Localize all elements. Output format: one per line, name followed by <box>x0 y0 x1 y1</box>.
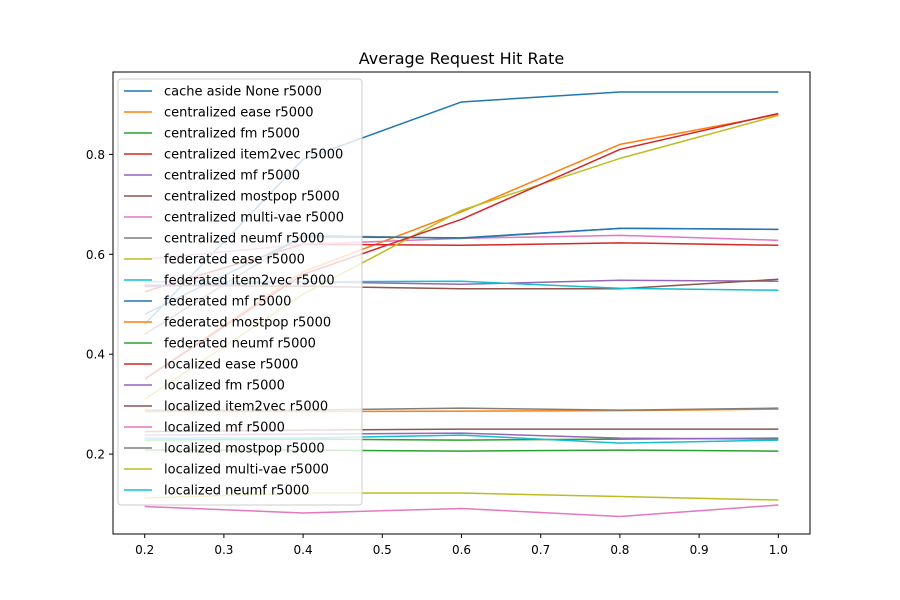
legend-label-6: centralized mostpop r5000 <box>164 190 340 205</box>
x-tick-label: 0.5 <box>373 543 392 557</box>
legend-label-14: localized ease r5000 <box>164 358 298 373</box>
legend-label-1: cache aside None r5000 <box>164 85 322 100</box>
legend-box <box>117 78 363 506</box>
legend-label-15: localized fm r5000 <box>164 379 285 394</box>
legend-label-12: federated mostpop r5000 <box>164 316 331 331</box>
legend-label-17: localized mf r5000 <box>164 421 285 436</box>
legend-label-20: localized neumf r5000 <box>164 484 309 499</box>
legend: cache aside None r5000 centralized ease r… <box>117 78 363 506</box>
legend-label-18: localized mostpop r5000 <box>164 442 325 457</box>
y-tick-label: 0.2 <box>86 448 105 462</box>
legend-label-7: centralized multi-vae r5000 <box>164 211 344 226</box>
legend-label-13: federated neumf r5000 <box>164 337 316 352</box>
legend-label-2: centralized ease r5000 <box>164 106 314 121</box>
legend-label-9: federated ease r5000 <box>164 253 305 268</box>
y-tick-label: 0.6 <box>86 248 105 262</box>
legend-label-11: federated mf r5000 <box>164 295 291 310</box>
series-line-17 <box>144 504 779 518</box>
x-tick-label: 0.4 <box>294 543 313 557</box>
x-tick-label: 1.0 <box>769 543 788 557</box>
legend-label-3: centralized fm r5000 <box>164 127 300 142</box>
legend-label-19: localized multi-vae r5000 <box>164 463 329 478</box>
legend-label-16: localized item2vec r5000 <box>164 400 328 415</box>
legend-label-10: federated item2vec r5000 <box>164 274 335 289</box>
plot-frame <box>112 71 811 535</box>
chart-title: Average Request Hit Rate <box>359 49 564 68</box>
legend-label-4: centralized item2vec r5000 <box>164 148 343 163</box>
x-tick-label: 0.9 <box>690 543 709 557</box>
legend-label-8: centralized neumf r5000 <box>164 232 325 247</box>
y-tick-label: 0.4 <box>86 348 105 362</box>
x-tick-label: 0.3 <box>214 543 233 557</box>
x-tick-label: 0.2 <box>135 543 154 557</box>
x-tick-label: 0.8 <box>610 543 629 557</box>
x-tick-label: 0.7 <box>531 543 550 557</box>
x-tick-label: 0.6 <box>452 543 471 557</box>
legend-label-5: centralized mf r5000 <box>164 169 300 184</box>
axes-layer: 0.2 0.3 0.4 0.5 0.6 0.7 0.8 0.9 1.0 0.2 0.4 0.6 0.8 <box>86 148 788 557</box>
y-tick-label: 0.8 <box>86 148 105 162</box>
